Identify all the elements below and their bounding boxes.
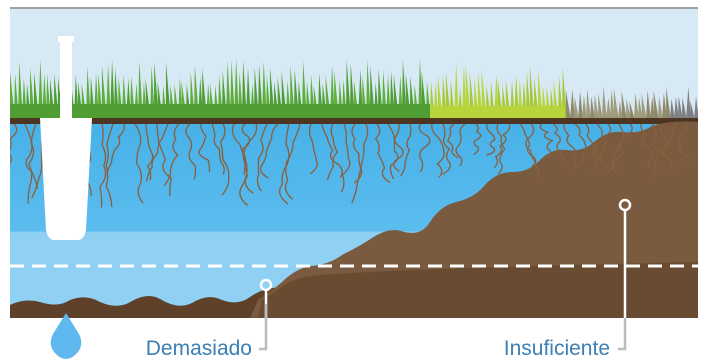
ground-line	[10, 118, 698, 124]
roots	[10, 123, 690, 208]
too-much-callout	[259, 278, 273, 351]
compact-soil-base	[258, 262, 698, 318]
too-little-label: Insuficiente	[504, 337, 610, 360]
water-drop-icon	[50, 313, 82, 359]
too-much-label: Demasiado	[146, 337, 252, 360]
too-little-callout	[618, 198, 632, 351]
grass	[10, 58, 698, 120]
sprinkler-icon	[40, 36, 92, 240]
